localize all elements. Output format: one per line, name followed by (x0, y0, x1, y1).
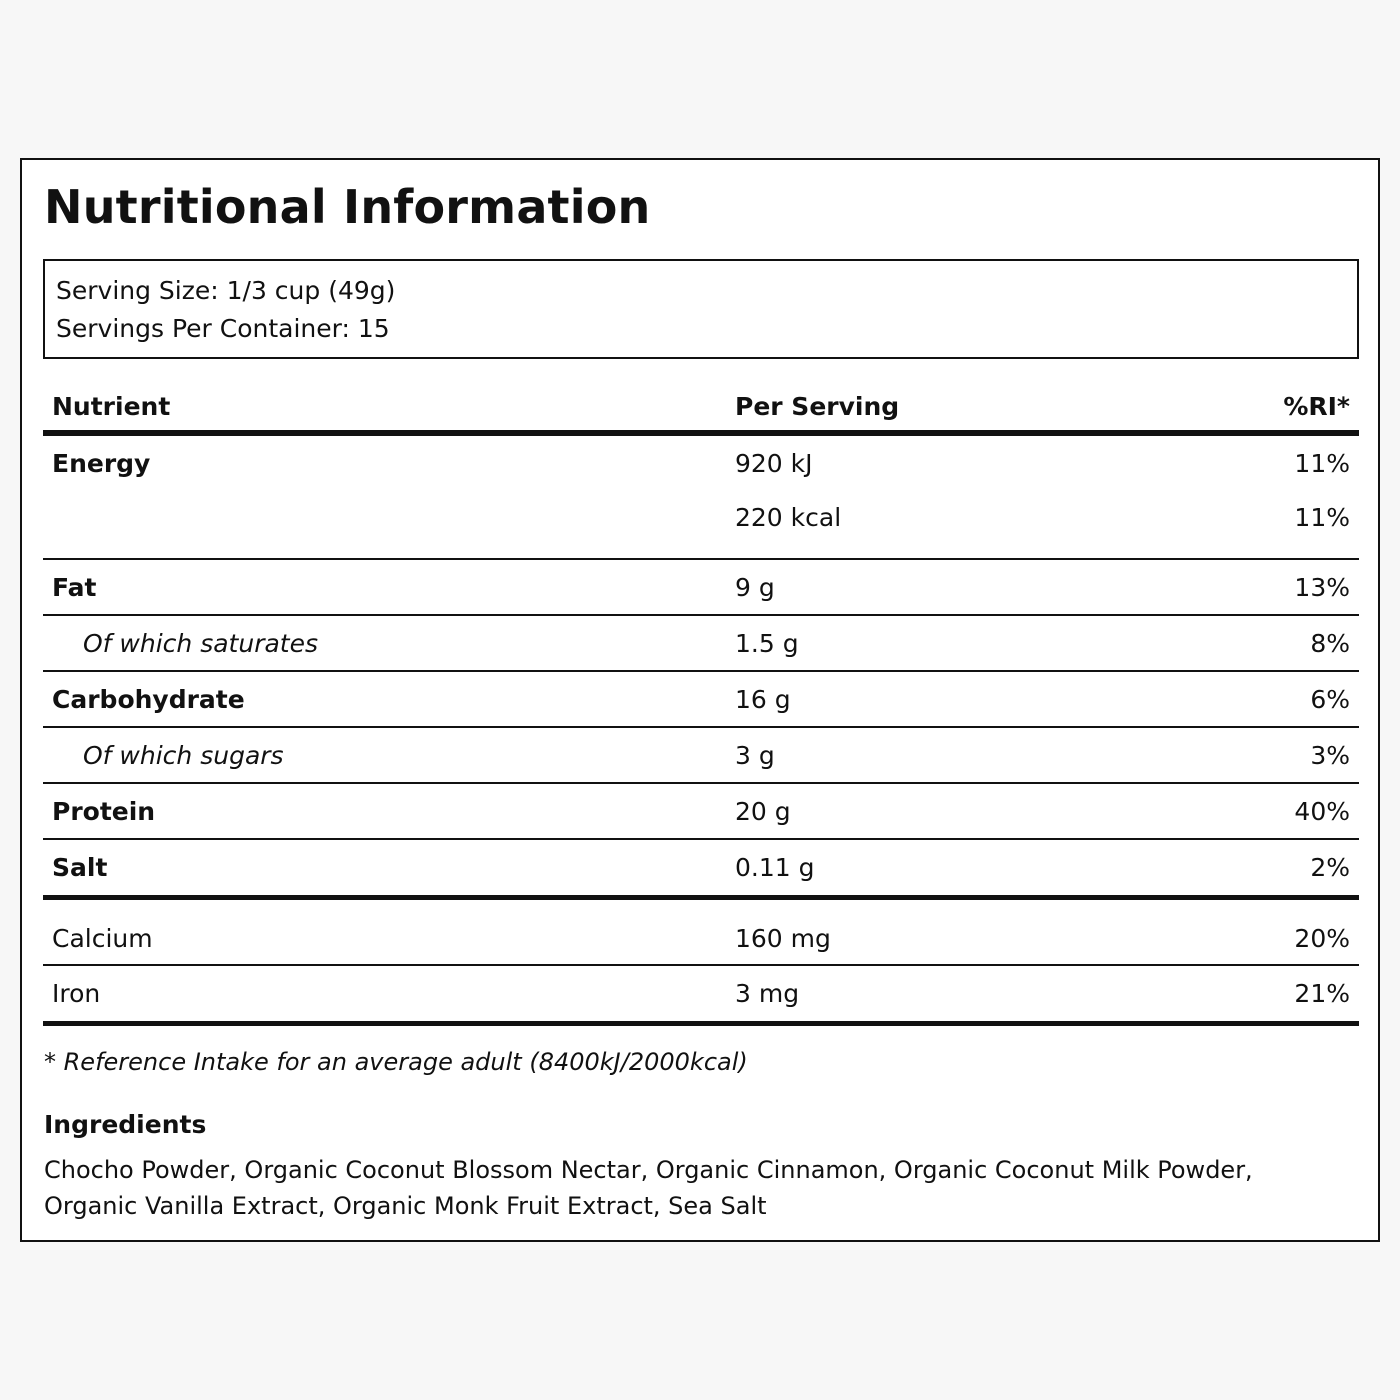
nutrient-ri: 11% (1294, 503, 1350, 532)
table-row: Protein 20 g 40% (43, 784, 1359, 840)
serving-info-box: Serving Size: 1/3 cup (49g) Servings Per… (43, 259, 1359, 359)
table-row: Fat 9 g 13% (43, 560, 1359, 616)
nutrient-value: 3 mg (735, 979, 800, 1008)
nutrient-ri: 8% (1310, 629, 1350, 658)
nutrient-value: 1.5 g (735, 629, 799, 658)
nutrient-value: 0.11 g (735, 853, 815, 882)
nutrient-ri: 11% (1294, 449, 1350, 478)
header-ri: %RI* (1283, 392, 1350, 421)
nutrient-name: Carbohydrate (52, 685, 245, 714)
nutrient-ri: 2% (1310, 853, 1350, 882)
nutrient-value: 9 g (735, 573, 775, 602)
table-header-row: Nutrient Per Serving %RI* (43, 380, 1359, 436)
header-nutrient: Nutrient (52, 392, 171, 421)
table-row-energy: Energy 920 kJ 11% 220 kcal 11% (43, 436, 1359, 560)
header-per-serving: Per Serving (735, 392, 900, 421)
nutrient-value: 20 g (735, 797, 791, 826)
nutrient-ri: 3% (1310, 741, 1350, 770)
label-title: Nutritional Information (44, 180, 651, 234)
nutrient-name: Salt (52, 853, 108, 882)
nutrient-name: Iron (52, 979, 101, 1008)
nutrition-table: Nutrient Per Serving %RI* Energy 920 kJ … (43, 380, 1359, 1026)
ingredients-heading: Ingredients (44, 1110, 207, 1139)
table-row-mineral: Calcium 160 mg 20% (43, 900, 1359, 966)
nutrient-ri: 40% (1294, 797, 1350, 826)
table-row: Salt 0.11 g 2% (43, 840, 1359, 900)
ingredients-list: Chocho Powder, Organic Coconut Blossom N… (44, 1156, 1253, 1220)
nutrient-name: Of which saturates (83, 629, 318, 658)
table-row: Of which sugars 3 g 3% (43, 728, 1359, 784)
nutrient-name: Calcium (52, 924, 153, 953)
nutrient-name: Fat (52, 573, 97, 602)
nutrient-value: 3 g (735, 741, 775, 770)
reference-intake-footnote: * Reference Intake for an average adult … (44, 1048, 748, 1076)
nutrient-value: 920 kJ (735, 449, 813, 478)
nutrition-label: Nutritional Information Serving Size: 1/… (20, 158, 1380, 1242)
serving-size: Serving Size: 1/3 cup (49g) (56, 276, 396, 305)
nutrient-ri: 6% (1310, 685, 1350, 714)
nutrient-value: 16 g (735, 685, 791, 714)
nutrient-name: Protein (52, 797, 156, 826)
nutrient-ri: 21% (1294, 979, 1350, 1008)
table-row: Carbohydrate 16 g 6% (43, 672, 1359, 728)
nutrient-ri: 20% (1294, 924, 1350, 953)
table-row-mineral: Iron 3 mg 21% (43, 966, 1359, 1026)
nutrient-name: Energy (52, 449, 151, 478)
nutrient-value: 220 kcal (735, 503, 842, 532)
nutrient-value: 160 mg (735, 924, 831, 953)
table-row: Of which saturates 1.5 g 8% (43, 616, 1359, 672)
nutrient-name: Of which sugars (83, 741, 284, 770)
servings-per-container: Servings Per Container: 15 (56, 314, 390, 343)
nutrient-ri: 13% (1294, 573, 1350, 602)
